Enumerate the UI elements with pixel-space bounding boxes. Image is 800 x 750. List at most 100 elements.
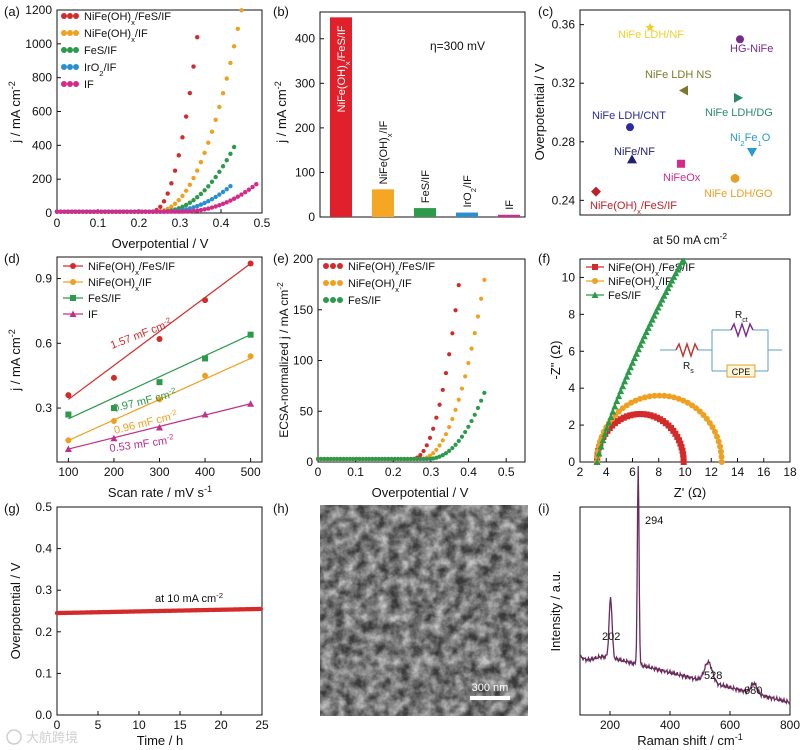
y-tick-label: 0.3 <box>35 401 52 415</box>
legend-marker <box>711 428 718 435</box>
bar-label: FeS/IF <box>420 170 432 203</box>
series-point <box>450 445 455 451</box>
panel-h: (h) 300 nm <box>273 501 528 716</box>
legend-marker <box>679 447 686 454</box>
series-point <box>209 129 215 134</box>
x-tick-label: 0.3 <box>172 216 189 230</box>
x-tick-label: 6 <box>629 465 636 479</box>
y-tick-label: 100 <box>295 165 315 179</box>
series-point <box>459 434 465 439</box>
x-tick-label: 16 <box>757 465 771 479</box>
legend-marker <box>651 392 658 399</box>
legend-marker <box>703 415 710 422</box>
peak-label: 680 <box>744 685 762 697</box>
fit-line <box>68 334 251 420</box>
legend-marker <box>591 291 599 298</box>
series-point <box>54 209 60 214</box>
series-point <box>456 438 461 444</box>
series-point <box>421 456 426 462</box>
bar-label: IF <box>504 200 516 210</box>
series-point <box>322 456 327 462</box>
legend-marker <box>638 337 646 344</box>
series-point <box>338 456 343 462</box>
legend-marker <box>110 418 117 424</box>
series-point <box>73 209 78 214</box>
legend-marker <box>65 437 72 444</box>
plot-frame <box>579 9 791 216</box>
panel-i: 200 400 600 800 (i) Raman shift / cm-1 Intensi… <box>538 465 800 748</box>
legend-label: FeS/IF <box>348 295 381 307</box>
legend-marker <box>61 47 67 53</box>
resistor-rs <box>675 341 699 359</box>
legend-marker <box>620 414 627 421</box>
legend-marker <box>646 393 653 400</box>
series-point <box>106 209 111 214</box>
series-point <box>202 150 207 156</box>
series-point <box>402 456 407 462</box>
series-point <box>217 203 222 208</box>
series-point <box>88 209 93 214</box>
legend-marker <box>70 263 76 269</box>
series-point <box>154 209 159 214</box>
series-point <box>206 206 211 211</box>
series-point <box>176 153 181 158</box>
y-axis-title: ECSA-normalized j / mA cm-2 <box>275 282 291 438</box>
data-point <box>591 186 601 197</box>
panel-label: (e) <box>273 251 289 266</box>
series-point <box>213 204 218 209</box>
series-point <box>209 196 215 202</box>
legend-marker <box>601 430 609 438</box>
legend-marker <box>619 382 627 390</box>
series-point <box>427 453 433 458</box>
panel-b: 0 100 200 300 400 (b) j / mA cm-2 η=300 mV NiFe(… <box>273 4 526 224</box>
series-point <box>383 456 388 462</box>
sem-texture <box>320 505 528 716</box>
series-point <box>65 209 71 214</box>
panel-label: (b) <box>273 4 289 19</box>
series-point <box>128 209 133 214</box>
y-tick-label: 200 <box>293 252 313 266</box>
x-tick-label: 0.1 <box>90 216 107 230</box>
point-label: NiFe LDH/NF <box>618 29 684 41</box>
panel-e: 0 0.1 0.2 0.3 0.4 0.5 0 50 100 150 200 (e) Overpoten… <box>273 251 526 500</box>
series-point <box>235 26 241 32</box>
legend-marker <box>680 397 687 404</box>
series-point <box>389 456 394 462</box>
series-point <box>206 140 211 145</box>
y-tick-label: 4 <box>568 381 575 395</box>
series-point <box>58 209 63 214</box>
y-tick-label: 0.1 <box>35 666 52 680</box>
series-point <box>110 209 115 214</box>
y-tick-label: 100 <box>293 354 313 368</box>
series-point <box>224 186 229 192</box>
series-point <box>319 456 324 462</box>
legend-marker <box>323 263 329 269</box>
legend-marker <box>617 416 624 423</box>
data-point <box>626 123 634 132</box>
data-point <box>627 154 637 164</box>
series-point <box>158 204 163 209</box>
y-tick-label: 0.24 <box>552 193 576 207</box>
y-axis-title: Intensity / a.u. <box>548 571 563 652</box>
series-point <box>198 207 204 213</box>
y-tick-label: 600 <box>32 105 52 119</box>
y-tick-label: 0.32 <box>552 76 576 90</box>
y-tick-label: 0.2 <box>35 625 52 639</box>
circuit-wire <box>753 329 769 371</box>
series-point <box>231 44 237 49</box>
legend-marker <box>672 430 679 437</box>
series-point <box>431 456 436 461</box>
point-label: NiFe LDH/CNT <box>592 110 666 122</box>
x-tick-label: 0.2 <box>385 465 402 479</box>
series-point <box>228 198 233 203</box>
rct-label: Rct <box>735 310 748 324</box>
legend-marker <box>654 304 662 311</box>
legend-marker <box>247 260 254 267</box>
series-point <box>202 200 207 206</box>
series-point <box>172 168 178 173</box>
x-tick-label: 18 <box>783 465 797 479</box>
series-point <box>469 418 474 424</box>
x-tick-label: 200 <box>104 465 124 479</box>
series-point <box>482 390 487 395</box>
data-point <box>747 148 757 158</box>
